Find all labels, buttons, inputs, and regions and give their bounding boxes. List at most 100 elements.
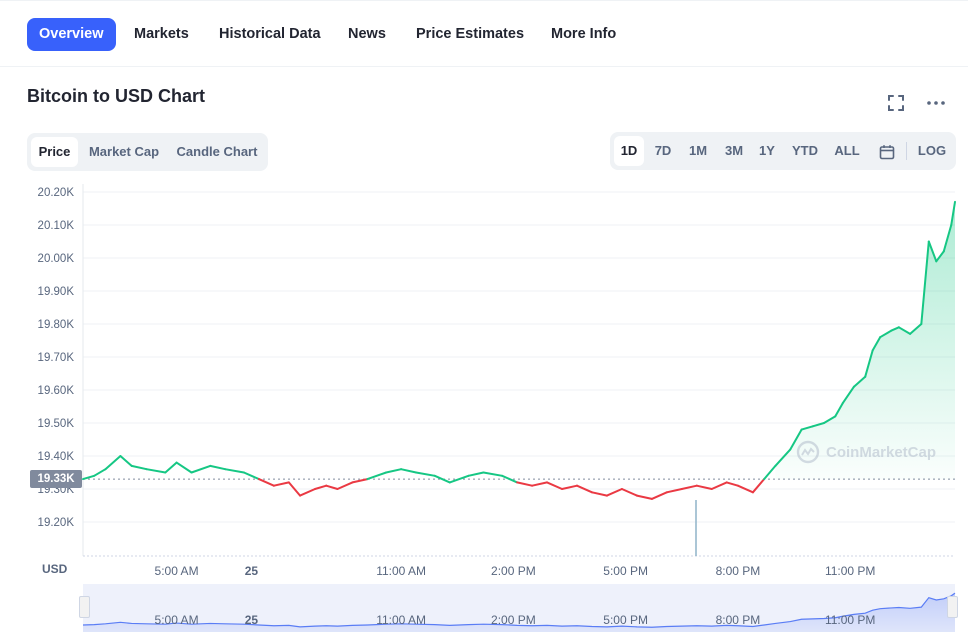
price-line-segment — [890, 326, 900, 332]
watermark-text: CoinMarketCap — [826, 443, 937, 461]
price-line-segment — [175, 461, 193, 474]
navigator-tick-label: 5:00 AM — [155, 613, 199, 627]
price-line-segment — [590, 491, 608, 497]
price-line-segment — [287, 481, 302, 497]
tab-historical-data[interactable]: Historical Data — [219, 26, 321, 42]
price-line-segment — [351, 478, 369, 484]
price-line-segment — [725, 481, 739, 487]
navigator-tick-label: 5:00 PM — [603, 613, 648, 627]
navigator-tick-label: 25 — [245, 613, 259, 627]
top-border — [0, 0, 968, 5]
price-line-segment — [710, 481, 728, 490]
price-line-segment — [635, 494, 653, 500]
range-1m[interactable]: 1M — [688, 143, 708, 158]
log-scale-toggle[interactable]: LOG — [917, 143, 947, 158]
more-horizontal-icon[interactable] — [924, 91, 948, 115]
calendar-icon[interactable] — [874, 136, 900, 166]
range-3m[interactable]: 3M — [724, 143, 744, 158]
price-line-segment — [448, 474, 470, 484]
price-line-segment — [482, 471, 504, 477]
price-line-segment — [823, 415, 837, 424]
time-range-toggle: 1D 7D 1M 3M 1Y YTD ALL LOG — [610, 132, 956, 170]
chart-type-price[interactable]: Price — [31, 137, 78, 167]
navigator-tick-label: 11:00 PM — [825, 613, 875, 627]
price-line-segment — [909, 323, 923, 335]
price-line-segment — [400, 468, 418, 474]
price-line-segment — [620, 488, 638, 497]
price-line-segment — [314, 484, 328, 490]
price-line-segment — [650, 491, 668, 500]
price-line-segment — [516, 481, 534, 487]
price-line-segment — [385, 468, 403, 474]
x-tick-label: 11:00 PM — [825, 564, 875, 578]
range-1y[interactable]: 1Y — [759, 143, 775, 158]
x-tick-label: 5:00 AM — [155, 564, 199, 578]
price-line-segment — [82, 474, 96, 481]
y-tick-label: 19.20K — [38, 517, 75, 529]
tab-news[interactable]: News — [348, 26, 386, 42]
currency-label: USD — [42, 562, 68, 576]
range-ytd[interactable]: YTD — [792, 143, 818, 158]
price-line-segment — [774, 448, 792, 467]
tab-price-estimates[interactable]: Price Estimates — [416, 26, 525, 42]
price-line-segment — [834, 402, 844, 418]
navigator-left-handle[interactable] — [79, 596, 90, 618]
y-tick-label: 19.40K — [38, 451, 75, 463]
range-1d[interactable]: 1D — [614, 136, 644, 166]
x-tick-label: 25 — [245, 564, 259, 578]
price-line-segment — [800, 425, 814, 431]
range-all[interactable]: ALL — [834, 143, 860, 158]
price-line-segment — [119, 455, 133, 467]
page-title: Bitcoin to USD Chart — [27, 86, 205, 106]
price-line-segment — [190, 464, 212, 474]
y-tick-label: 19.60K — [38, 385, 75, 397]
price-line-segment — [665, 488, 683, 494]
price-line-segment — [852, 375, 867, 388]
price-line-segment — [224, 468, 245, 474]
y-tick-label: 19.90K — [38, 286, 75, 298]
price-line-segment — [366, 471, 388, 481]
price-line-segment — [145, 468, 167, 474]
tab-markets[interactable]: Markets — [134, 26, 189, 42]
price-line-segment — [272, 481, 290, 487]
navigator-right-handle[interactable] — [947, 596, 958, 618]
coinmarketcap-logo-icon — [796, 440, 820, 464]
price-line-segment — [879, 329, 893, 339]
x-tick-label: 8:00 PM — [716, 564, 761, 578]
price-line-segment — [751, 478, 766, 494]
price-line-segment — [864, 349, 874, 378]
navigator-line — [82, 592, 956, 628]
price-line-segment — [433, 474, 451, 484]
price-line-segment — [546, 481, 564, 490]
tab-overview[interactable]: Overview — [27, 18, 116, 51]
price-line-segment — [811, 422, 826, 428]
chart-type-market-cap[interactable]: Market Cap — [88, 144, 160, 159]
price-line-segment — [415, 471, 436, 477]
price-line-segment — [209, 464, 227, 471]
navigator-background — [83, 584, 955, 632]
tab-more-info[interactable]: More Info — [551, 26, 617, 42]
price-line-segment — [763, 464, 777, 481]
price-line-segment — [897, 326, 912, 335]
price-line-segment — [680, 484, 698, 490]
price-line-segment — [942, 224, 953, 253]
y-tick-label: 20.10K — [38, 220, 75, 232]
price-line-segment — [736, 484, 754, 494]
chart-type-toggle: Price Market Cap Candle Chart — [27, 133, 268, 171]
tab-bar: Overview Markets Historical Data News Pr… — [0, 0, 968, 67]
y-tick-label: 19.70K — [38, 352, 75, 364]
y-tick-label: 20.20K — [38, 187, 75, 199]
price-line-segment — [561, 484, 579, 490]
fullscreen-icon[interactable] — [884, 91, 908, 115]
navigator-area — [83, 593, 955, 632]
range-7d[interactable]: 7D — [654, 143, 672, 158]
price-line-segment — [927, 240, 938, 263]
x-tick-label: 11:00 AM — [376, 564, 426, 578]
price-line-segment — [695, 484, 713, 490]
price-line-segment — [336, 481, 354, 490]
chart-type-candle[interactable]: Candle Chart — [176, 144, 258, 159]
price-line-segment — [920, 240, 930, 325]
price-line-segment — [950, 200, 956, 226]
price-line-segment — [576, 484, 593, 494]
y-tick-label: 20.00K — [38, 253, 75, 265]
